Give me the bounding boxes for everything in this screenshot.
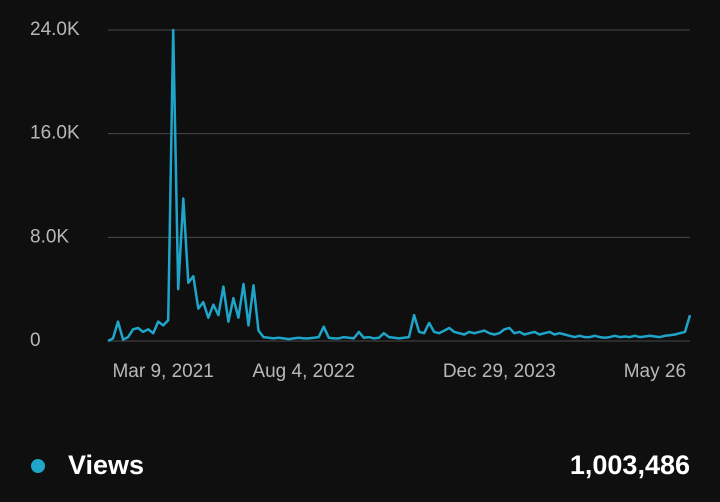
y-tick-label: 8.0K	[30, 226, 69, 247]
data-line	[107, 28, 692, 343]
x-tick-label: Aug 4, 2022	[252, 361, 354, 382]
legend-dot	[31, 459, 45, 473]
y-tick-label: 16.0K	[30, 123, 80, 144]
y-tick-label: 0	[30, 330, 41, 351]
total-views: 1,003,486	[570, 450, 690, 480]
y-tick-label: 24.0K	[30, 19, 80, 40]
x-tick-label: May 26	[624, 361, 686, 382]
x-tick-label: Dec 29, 2023	[443, 361, 556, 382]
x-tick-label: Mar 9, 2021	[112, 361, 213, 382]
legend-label: Views	[68, 450, 144, 480]
